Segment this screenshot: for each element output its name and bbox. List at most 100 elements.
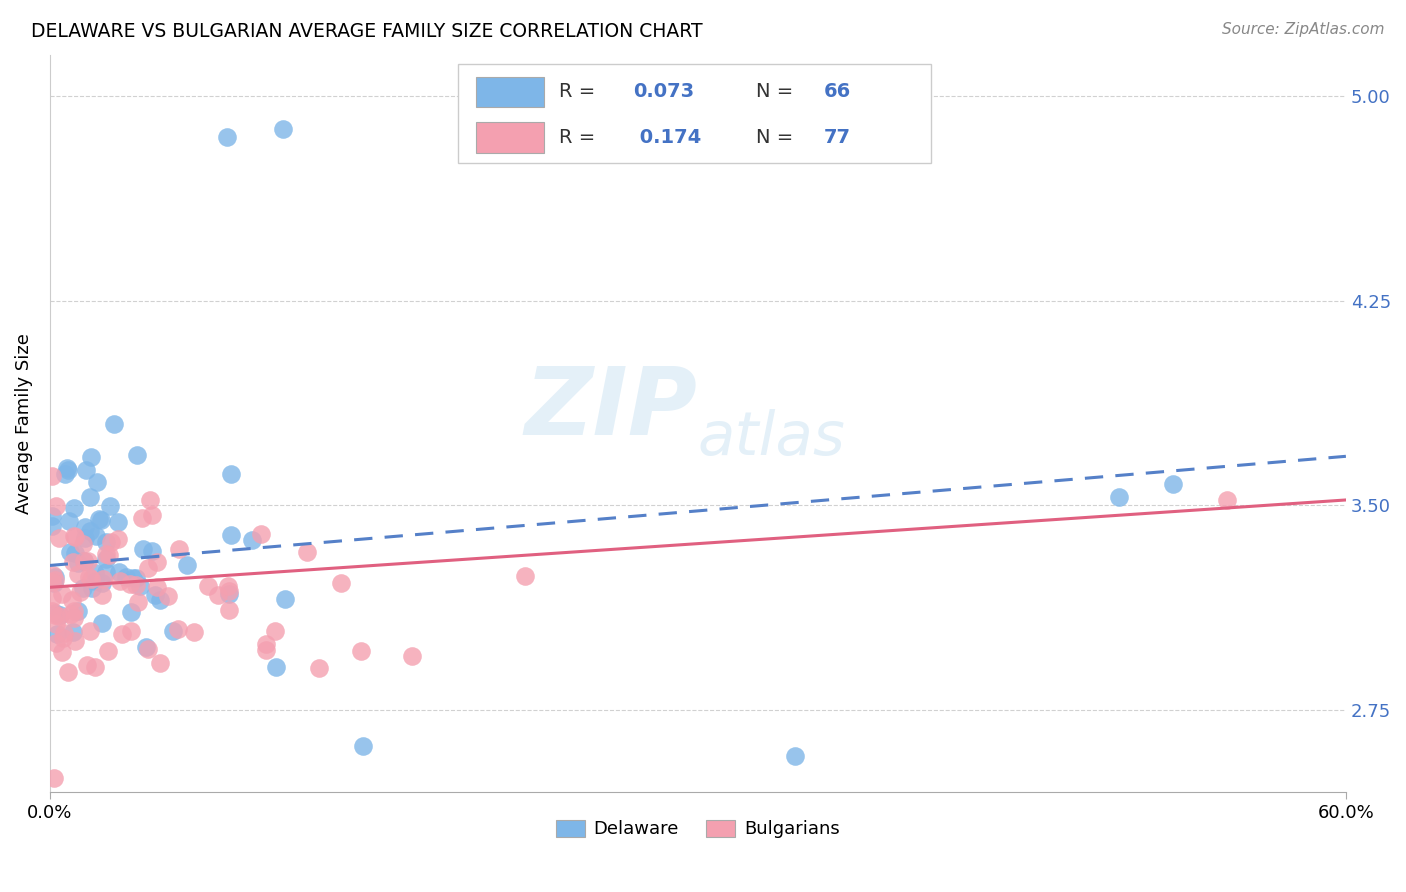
Point (42, 567, 65, 582)
Point (167, 542, 190, 557)
Text: 77: 77 (824, 128, 851, 147)
Text: 66: 66 (824, 82, 851, 102)
Point (107, 515, 129, 529)
Point (73, 520, 96, 534)
Point (75, 463, 97, 477)
Text: R =: R = (560, 128, 595, 147)
Point (98, 500, 121, 514)
Point (41, 519, 63, 533)
Point (114, 570, 136, 584)
Point (125, 448, 148, 462)
Point (77, 554, 100, 568)
Point (66, 566, 89, 581)
Point (63, 634, 86, 648)
Point (146, 555, 169, 569)
Point (118, 576, 141, 591)
Point (44, 607, 66, 621)
Point (783, 749, 806, 764)
Point (87, 512, 110, 526)
Point (52, 631, 75, 645)
Point (122, 571, 145, 585)
Point (263, 624, 285, 639)
Point (218, 587, 240, 601)
Point (84, 574, 107, 588)
Point (136, 561, 159, 575)
Point (44, 570, 66, 584)
Point (42, 576, 65, 591)
Point (79, 624, 101, 639)
Point (401, 649, 423, 664)
Point (1161, 476, 1184, 491)
Point (94, 565, 117, 579)
Point (65, 530, 87, 544)
Point (72, 582, 94, 596)
Point (308, 661, 330, 675)
Point (254, 643, 277, 657)
Point (91, 572, 114, 586)
Point (166, 622, 188, 636)
Point (84, 529, 107, 543)
Point (274, 591, 297, 606)
Point (219, 528, 242, 542)
Point (349, 644, 371, 658)
Point (41, 508, 63, 523)
Point (46, 627, 69, 641)
Point (79, 524, 101, 538)
Text: R =: R = (560, 82, 595, 102)
Point (45, 635, 67, 649)
Point (513, 569, 536, 583)
Point (66, 604, 89, 618)
Point (107, 533, 129, 547)
Point (266, 659, 288, 673)
Point (162, 624, 184, 638)
Point (58, 514, 80, 528)
Point (146, 580, 169, 594)
Point (240, 533, 263, 547)
Point (90, 588, 112, 602)
Text: 0.174: 0.174 (633, 128, 702, 147)
Point (51, 645, 73, 659)
Point (79, 490, 101, 504)
FancyBboxPatch shape (477, 77, 544, 107)
Y-axis label: Average Family Size: Average Family Size (15, 333, 32, 514)
Point (45, 616, 67, 631)
Point (59, 607, 82, 622)
Point (108, 574, 131, 588)
Point (60, 593, 83, 607)
Text: atlas: atlas (697, 409, 845, 467)
Point (56, 665, 79, 680)
Point (53, 467, 76, 482)
Point (218, 603, 240, 617)
Point (41, 469, 63, 483)
Point (42, 772, 65, 786)
Point (91, 576, 114, 591)
Point (86, 475, 108, 490)
Point (207, 588, 229, 602)
Point (221, 467, 243, 481)
Point (132, 541, 155, 556)
Point (330, 575, 353, 590)
Point (218, 584, 240, 599)
Point (72, 554, 94, 568)
Point (176, 558, 198, 572)
Point (271, 121, 294, 136)
Point (84, 566, 107, 580)
Point (63, 604, 86, 618)
Point (250, 527, 273, 541)
Point (217, 579, 239, 593)
Point (136, 641, 159, 656)
Point (111, 627, 134, 641)
Point (135, 640, 157, 654)
Point (62, 556, 84, 570)
Point (65, 546, 87, 560)
Point (73, 531, 96, 545)
Point (120, 605, 142, 619)
Text: N =: N = (756, 128, 793, 147)
Point (51, 587, 73, 601)
Text: 0.073: 0.073 (633, 82, 695, 102)
Point (63, 500, 86, 515)
Point (215, 130, 238, 145)
Point (94, 551, 117, 566)
Point (120, 624, 142, 638)
Point (96, 548, 118, 562)
